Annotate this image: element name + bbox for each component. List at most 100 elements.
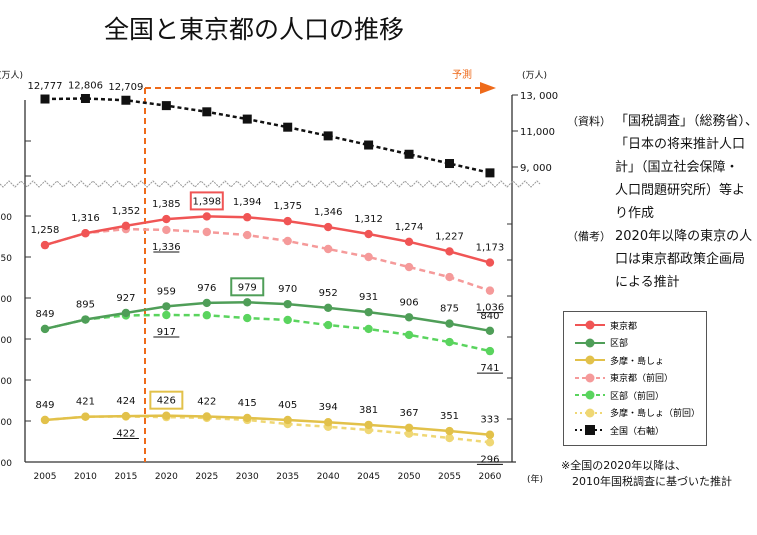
legend-marker [585, 425, 595, 435]
data-label: 1,227 [435, 231, 464, 242]
note-text: 「国税調査」（総務省）、 「日本の将来推計人口 計」（国立社会保障・ 人口問題研… [615, 114, 757, 221]
x-tick-label: 2055 [438, 472, 461, 482]
legend-item: 東京都（前回） [574, 371, 673, 385]
x-tick-label: 2035 [276, 472, 299, 482]
data-label: 1,352 [112, 206, 141, 217]
data-point [162, 302, 171, 311]
data-point [485, 430, 495, 439]
footnote: ※全国の2020年以降は、 2010年国税調査に基づいた推計 [561, 459, 732, 488]
right-tick-label: 11,000 [520, 127, 555, 138]
legend-label: 区部 [610, 339, 629, 349]
data-label: 1,398 [192, 196, 221, 207]
data-label: 906 [400, 297, 419, 308]
data-label: 422 [197, 396, 216, 407]
legend-swatch [575, 390, 605, 400]
data-point [243, 413, 252, 423]
legend-label: 多摩・島しょ（前回） [610, 409, 701, 419]
forecast-label: 予測 [452, 68, 472, 81]
data-point [243, 313, 252, 323]
legend-item: 区部 [574, 336, 628, 350]
legend-swatch [575, 338, 605, 347]
data-label: 970 [278, 284, 297, 295]
data-label: 1,385 [152, 199, 181, 210]
data-point [485, 286, 495, 295]
series-line [44, 227, 491, 292]
data-label: 1,173 [476, 243, 505, 254]
forecast-arrow-head [480, 82, 496, 94]
data-point [404, 237, 414, 247]
data-label: 976 [197, 283, 216, 294]
legend-item: 区部（前回） [574, 388, 664, 402]
data-label: 405 [278, 400, 297, 411]
data-label: 415 [238, 398, 257, 409]
right-tick-label: 9, 000 [520, 163, 552, 174]
data-point [404, 330, 414, 340]
legend-marker [585, 373, 595, 382]
data-label: 1,258 [31, 225, 60, 236]
data-point [364, 307, 373, 317]
left-tick-label: 200 [0, 459, 12, 469]
legend-marker [585, 338, 595, 347]
data-label-previous: 422 [116, 428, 135, 439]
data-point [445, 426, 454, 436]
data-point [40, 415, 50, 425]
data-label: 333 [480, 415, 499, 426]
data-label: 12,709 [108, 82, 143, 93]
data-point [445, 247, 454, 256]
legend-swatch [575, 355, 605, 365]
data-label: 426 [157, 396, 176, 407]
data-label: 849 [35, 309, 54, 320]
note-text: 2020年以降の東京の人 口は東京都政策企画局 による推計 [615, 229, 753, 290]
left-tick-label: 1,250 [0, 254, 12, 264]
data-label: 394 [319, 402, 338, 413]
data-point [323, 222, 333, 232]
x-tick-label: 2050 [398, 472, 421, 482]
legend-label: 全国（右軸） [610, 426, 665, 437]
data-point [485, 326, 495, 335]
x-tick-label: 2015 [114, 472, 137, 482]
data-point [162, 225, 171, 235]
data-point [485, 346, 495, 356]
data-point [364, 324, 373, 334]
legend-swatch [575, 373, 605, 382]
data-label: 424 [116, 396, 135, 407]
data-point [364, 229, 373, 239]
legend-swatch [575, 408, 605, 417]
data-point [485, 168, 495, 178]
data-point [404, 313, 414, 322]
data-point [40, 324, 50, 334]
data-point [162, 214, 171, 224]
data-point [283, 315, 292, 325]
data-label: 12,777 [28, 81, 63, 92]
data-label: 895 [76, 300, 95, 311]
data-label: 875 [440, 304, 459, 315]
data-point [364, 420, 373, 430]
highlight-box [189, 191, 224, 211]
data-point [243, 298, 252, 307]
highlight-box [230, 277, 265, 297]
data-point [323, 131, 333, 141]
chart-title: 全国と東京都の人口の推移 [104, 15, 405, 44]
right-axis-unit: (万人) [522, 70, 547, 81]
data-point [162, 310, 171, 320]
data-label: 381 [359, 405, 378, 416]
note-tag: （備考） [567, 230, 611, 243]
data-label: 952 [319, 288, 338, 299]
data-label-previous: 741 [480, 363, 499, 374]
legend-swatch [575, 425, 605, 435]
data-point [283, 122, 293, 132]
data-point [81, 412, 90, 421]
data-point [404, 423, 414, 432]
legend-label: 多摩・島しょ [610, 356, 665, 367]
x-tick-label: 2025 [195, 472, 218, 482]
left-tick-label: 800 [0, 336, 12, 346]
note-source: （資料） 「国税調査」（総務省）、 「日本の将来推計人口 計」（国立社会保障・ 人… [567, 110, 757, 225]
data-point [121, 411, 131, 421]
series-line [44, 97, 491, 175]
x-axis-label: (年) [527, 473, 543, 485]
x-tick-label: 2060 [478, 472, 501, 482]
data-label: 367 [400, 408, 419, 419]
data-point [202, 412, 211, 421]
